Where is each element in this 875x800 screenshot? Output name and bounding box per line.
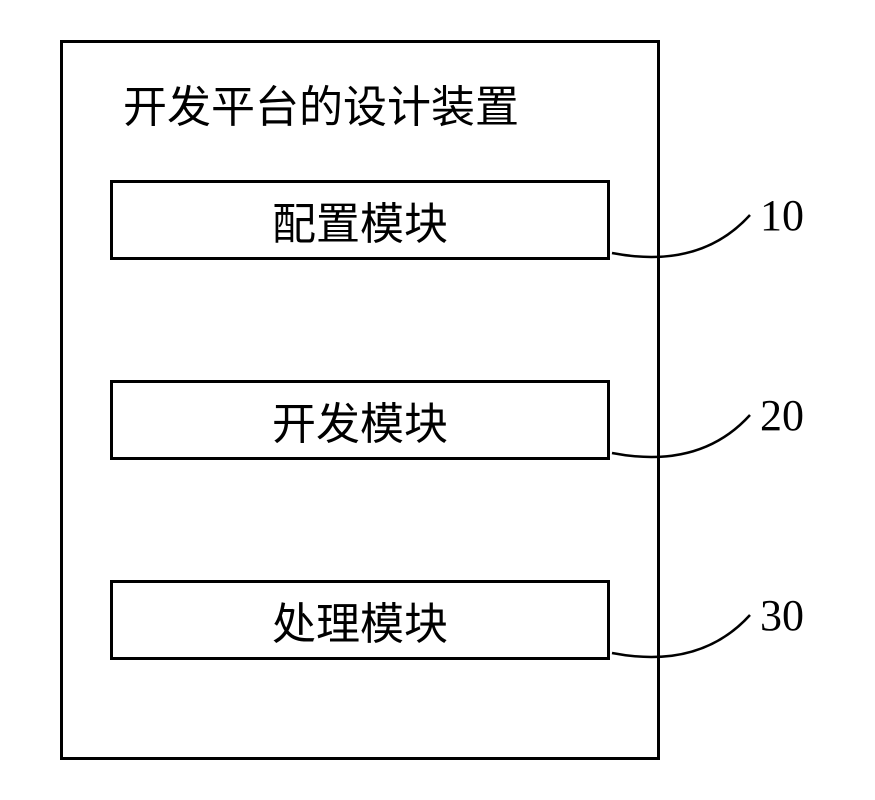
label-develop: 20 [760,390,804,441]
module-develop: 开发模块 [110,380,610,460]
label-config: 10 [760,190,804,241]
label-process: 30 [760,590,804,641]
module-process: 处理模块 [110,580,610,660]
module-config: 配置模块 [110,180,610,260]
